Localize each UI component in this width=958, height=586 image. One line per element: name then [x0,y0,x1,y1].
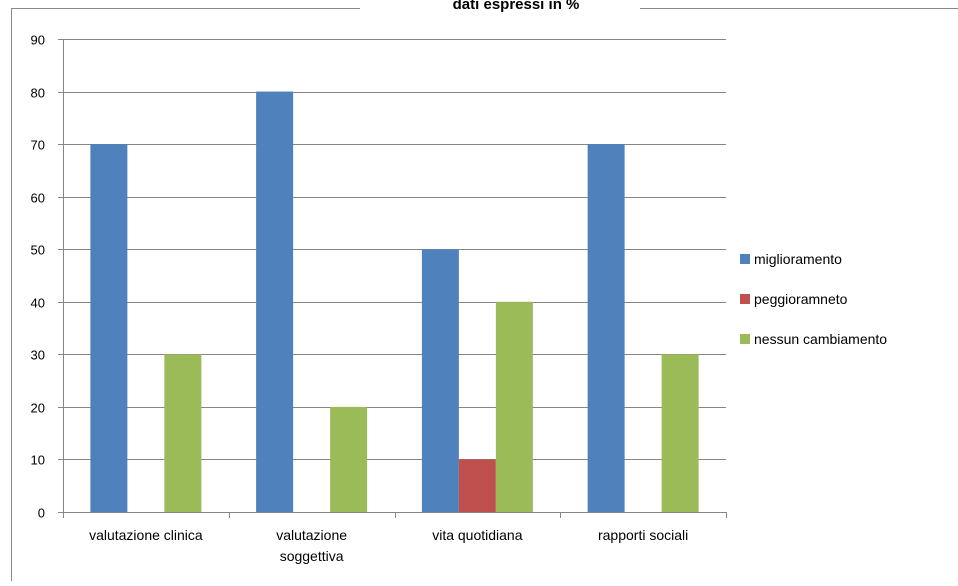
x-axis-tick-labels: valutazione clinica valutazione soggettiva… [89,527,688,564]
y-tick-label: 80 [31,86,45,101]
legend-swatch [740,334,750,344]
bar-nessun-cambiamento [164,354,201,512]
bar-layer [90,92,698,512]
x-tick-label: rapporti sociali [598,527,688,543]
y-tick-label: 40 [31,296,45,311]
axis-layer [58,39,727,518]
legend-label: miglioramento [754,251,842,267]
x-tick-label: vita quotidiana [432,527,523,543]
bar-nessun-cambiamento [496,302,533,512]
x-tick-label: valutazione clinica [89,527,203,543]
y-axis-tick-labels: 0 10 20 30 40 50 60 70 80 90 [31,33,45,521]
bar-nessun-cambiamento [662,354,699,512]
bar-peggioramneto [459,459,496,512]
bar-miglioramento [422,249,459,512]
y-tick-label: 90 [31,33,45,48]
chart-title: dati espressi in % [453,0,580,13]
bar-miglioramento [90,144,127,512]
y-tick-label: 20 [31,401,45,416]
y-tick-label: 30 [31,348,45,363]
legend: miglioramento peggioramneto nessun cambiam… [740,251,887,347]
bar-nessun-cambiamento [330,407,367,512]
legend-swatch [740,294,750,304]
y-tick-label: 60 [31,191,45,206]
x-tick-label: soggettiva [280,548,344,564]
bar-miglioramento [588,144,625,512]
legend-swatch [740,254,750,264]
y-tick-label: 10 [31,453,45,468]
legend-label: nessun cambiamento [754,331,887,347]
y-tick-label: 0 [38,506,45,521]
y-tick-label: 70 [31,138,45,153]
legend-label: peggioramneto [754,291,848,307]
x-tick-label: valutazione [276,527,347,543]
grid-layer [63,40,726,460]
y-tick-label: 50 [31,243,45,258]
bar-miglioramento [256,92,293,512]
